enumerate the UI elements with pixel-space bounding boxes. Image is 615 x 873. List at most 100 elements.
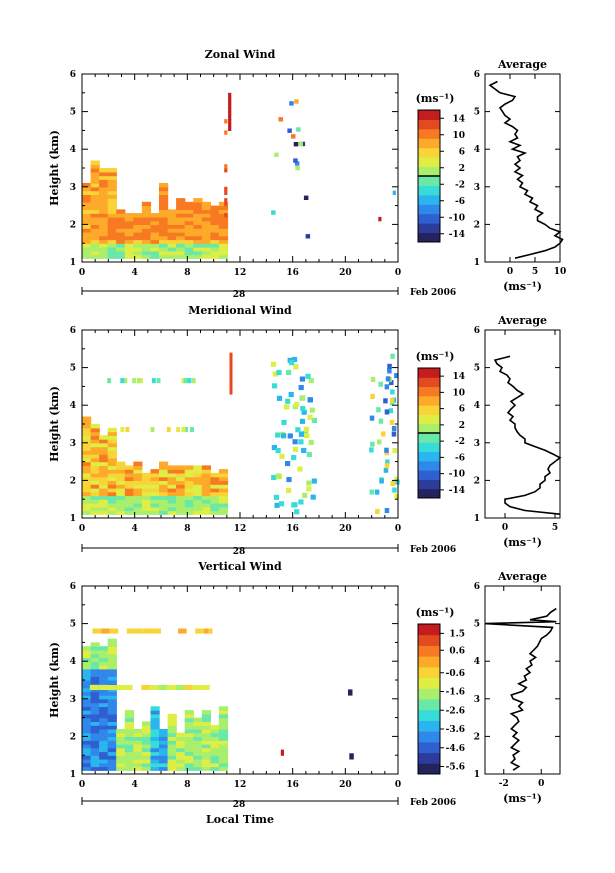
heatmap-cell — [167, 751, 177, 756]
profile-y-tick-label: 3 — [474, 183, 480, 193]
heatmap-cell — [133, 736, 143, 741]
heatmap-cell — [184, 751, 194, 756]
heatmap-cell — [159, 216, 169, 222]
heatmap-cell — [377, 439, 382, 445]
heatmap-cell — [394, 373, 399, 379]
heatmap-cell — [191, 378, 196, 384]
heatmap-cell — [141, 487, 152, 493]
heatmap-cell — [82, 491, 92, 497]
x-tick-label: 8 — [184, 780, 190, 790]
heatmap-cell — [90, 728, 100, 734]
heatmap-cell — [309, 407, 315, 413]
heatmap-cell — [90, 427, 100, 433]
heatmap-cell — [124, 721, 134, 726]
colorbar-swatch — [418, 119, 440, 130]
heatmap-cell — [124, 743, 134, 749]
heatmap-cell — [193, 247, 203, 252]
heatmap-cell — [167, 220, 177, 225]
colorbar-swatch — [418, 386, 440, 397]
heatmap-cell — [116, 503, 126, 508]
heatmap-cell — [141, 213, 152, 218]
heatmap-cell — [224, 190, 228, 195]
heatmap-cell — [187, 378, 192, 384]
heatmap-cell — [90, 642, 100, 647]
heatmap-cell — [390, 389, 395, 395]
heatmap-cell — [167, 235, 177, 241]
heatmap-cell — [218, 491, 229, 497]
heatmap-cell — [193, 499, 203, 504]
heatmap-cell — [116, 484, 126, 489]
heatmap-cell — [218, 717, 229, 722]
heatmap-cell — [116, 736, 126, 741]
heatmap-cell — [99, 487, 109, 493]
heatmap-cell — [281, 433, 287, 439]
x-tick-label: 0 — [395, 268, 401, 278]
heatmap-cell — [90, 247, 100, 252]
heatmap-cell — [107, 427, 117, 433]
heatmap-cell — [82, 472, 92, 478]
heatmap-cell — [150, 710, 160, 715]
heatmap-cell — [82, 680, 92, 685]
heatmap-cell — [90, 657, 100, 662]
heatmap-cell — [133, 469, 143, 474]
heatmap-cell — [201, 747, 211, 753]
heatmap-cell — [99, 506, 109, 512]
heatmap-cell — [107, 457, 117, 463]
heatmap-cell — [210, 499, 220, 504]
heatmap-cell — [387, 368, 392, 374]
heatmap-cell — [141, 235, 152, 241]
heatmap-cell — [99, 657, 109, 662]
heatmap-cell — [210, 231, 220, 237]
profile-y-tick-label: 4 — [474, 657, 480, 667]
colorbar-swatch — [418, 157, 440, 168]
heatmap-cell — [150, 721, 160, 726]
heatmap-cell — [278, 117, 283, 122]
profile-x-label: (ms⁻¹) — [503, 792, 542, 805]
heatmap-cell — [228, 96, 232, 101]
heatmap-cell — [124, 235, 134, 241]
heatmap-cell — [82, 239, 92, 244]
y-tick-label: 6 — [70, 582, 76, 592]
heatmap-cell — [349, 753, 354, 760]
colorbar-swatch — [418, 752, 440, 764]
heatmap-cell — [201, 243, 211, 248]
heatmap-cell — [311, 478, 317, 484]
heatmap-cell — [99, 450, 109, 455]
heatmap-cell — [218, 747, 229, 753]
heatmap-cell — [82, 695, 92, 700]
heatmap-cell — [90, 706, 100, 711]
heatmap-cell — [286, 488, 292, 494]
heatmap-cell — [176, 427, 180, 433]
heatmap-cell — [184, 201, 194, 207]
heatmap-cell — [184, 484, 194, 489]
heatmap-cell — [107, 743, 117, 749]
heatmap-cell — [279, 453, 285, 459]
heatmap-cell — [384, 463, 390, 469]
heatmap-cell — [90, 198, 100, 203]
heatmap-cell — [184, 250, 194, 256]
heatmap-cells — [82, 352, 400, 515]
heatmap-cell — [210, 740, 220, 745]
heatmap-cell — [99, 461, 109, 466]
heatmap-cell — [150, 243, 160, 248]
colorbar-swatch — [418, 414, 440, 425]
profile-y-tick-label: 2 — [474, 732, 480, 742]
heatmap-cell — [224, 130, 228, 135]
heatmap-cell — [193, 747, 203, 753]
heatmap-cell — [181, 427, 186, 433]
heatmap-cell — [90, 665, 100, 670]
heatmap-cell — [201, 228, 211, 233]
heatmap-cell — [107, 235, 117, 241]
heatmap-cell — [193, 732, 203, 737]
heatmap-cell — [395, 479, 400, 485]
heatmap-cell — [176, 239, 186, 244]
profile-x-tick-label: 0 — [502, 523, 508, 533]
heatmap-cell — [176, 254, 186, 259]
heatmap-cell — [107, 661, 117, 666]
heatmap-cell — [218, 476, 229, 481]
heatmap-cell — [133, 728, 143, 734]
heatmap-cell — [82, 186, 92, 192]
heatmap-cell — [193, 487, 203, 493]
heatmap-cell — [107, 213, 117, 218]
heatmap-cell — [82, 661, 92, 666]
